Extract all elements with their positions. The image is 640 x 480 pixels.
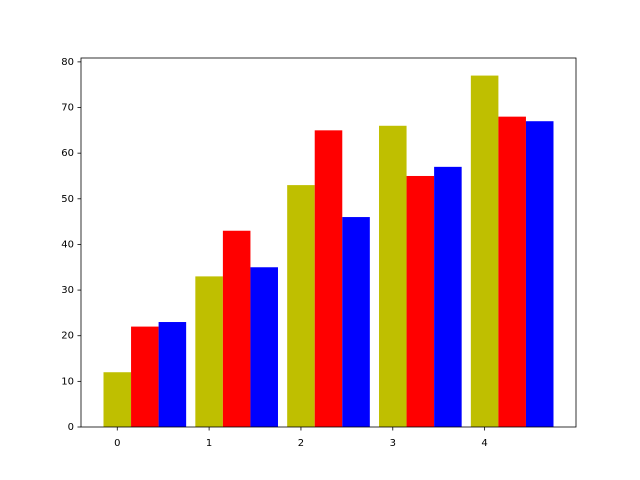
y-tick-label: 40 — [61, 239, 74, 250]
bar — [470, 75, 499, 428]
bar — [314, 130, 343, 427]
x-tick-label: 0 — [114, 438, 120, 449]
y-tick-label: 20 — [61, 331, 74, 342]
bar — [406, 175, 435, 427]
bar — [222, 230, 251, 427]
x-tick-label: 3 — [390, 438, 396, 449]
bar — [342, 217, 370, 427]
plot-frame — [80, 57, 577, 428]
y-tick-label: 60 — [61, 148, 74, 159]
bar — [195, 276, 223, 427]
y-tick-label: 70 — [61, 103, 74, 114]
bar — [525, 121, 554, 428]
y-tick-label: 30 — [61, 285, 74, 296]
y-tick-label: 10 — [61, 376, 74, 387]
bar — [103, 372, 132, 427]
x-tick-label: 2 — [298, 438, 304, 449]
y-tick-label: 80 — [61, 57, 74, 68]
bar — [287, 185, 315, 427]
bar — [434, 166, 462, 428]
bar — [158, 322, 187, 427]
bar — [250, 267, 278, 427]
bar — [131, 326, 159, 427]
y-tick-label: 0 — [68, 422, 74, 433]
x-tick-label: 1 — [206, 438, 212, 449]
x-tick-label: 4 — [481, 438, 487, 449]
y-tick-label: 50 — [61, 194, 74, 205]
bar — [498, 116, 526, 428]
bar — [379, 125, 407, 427]
